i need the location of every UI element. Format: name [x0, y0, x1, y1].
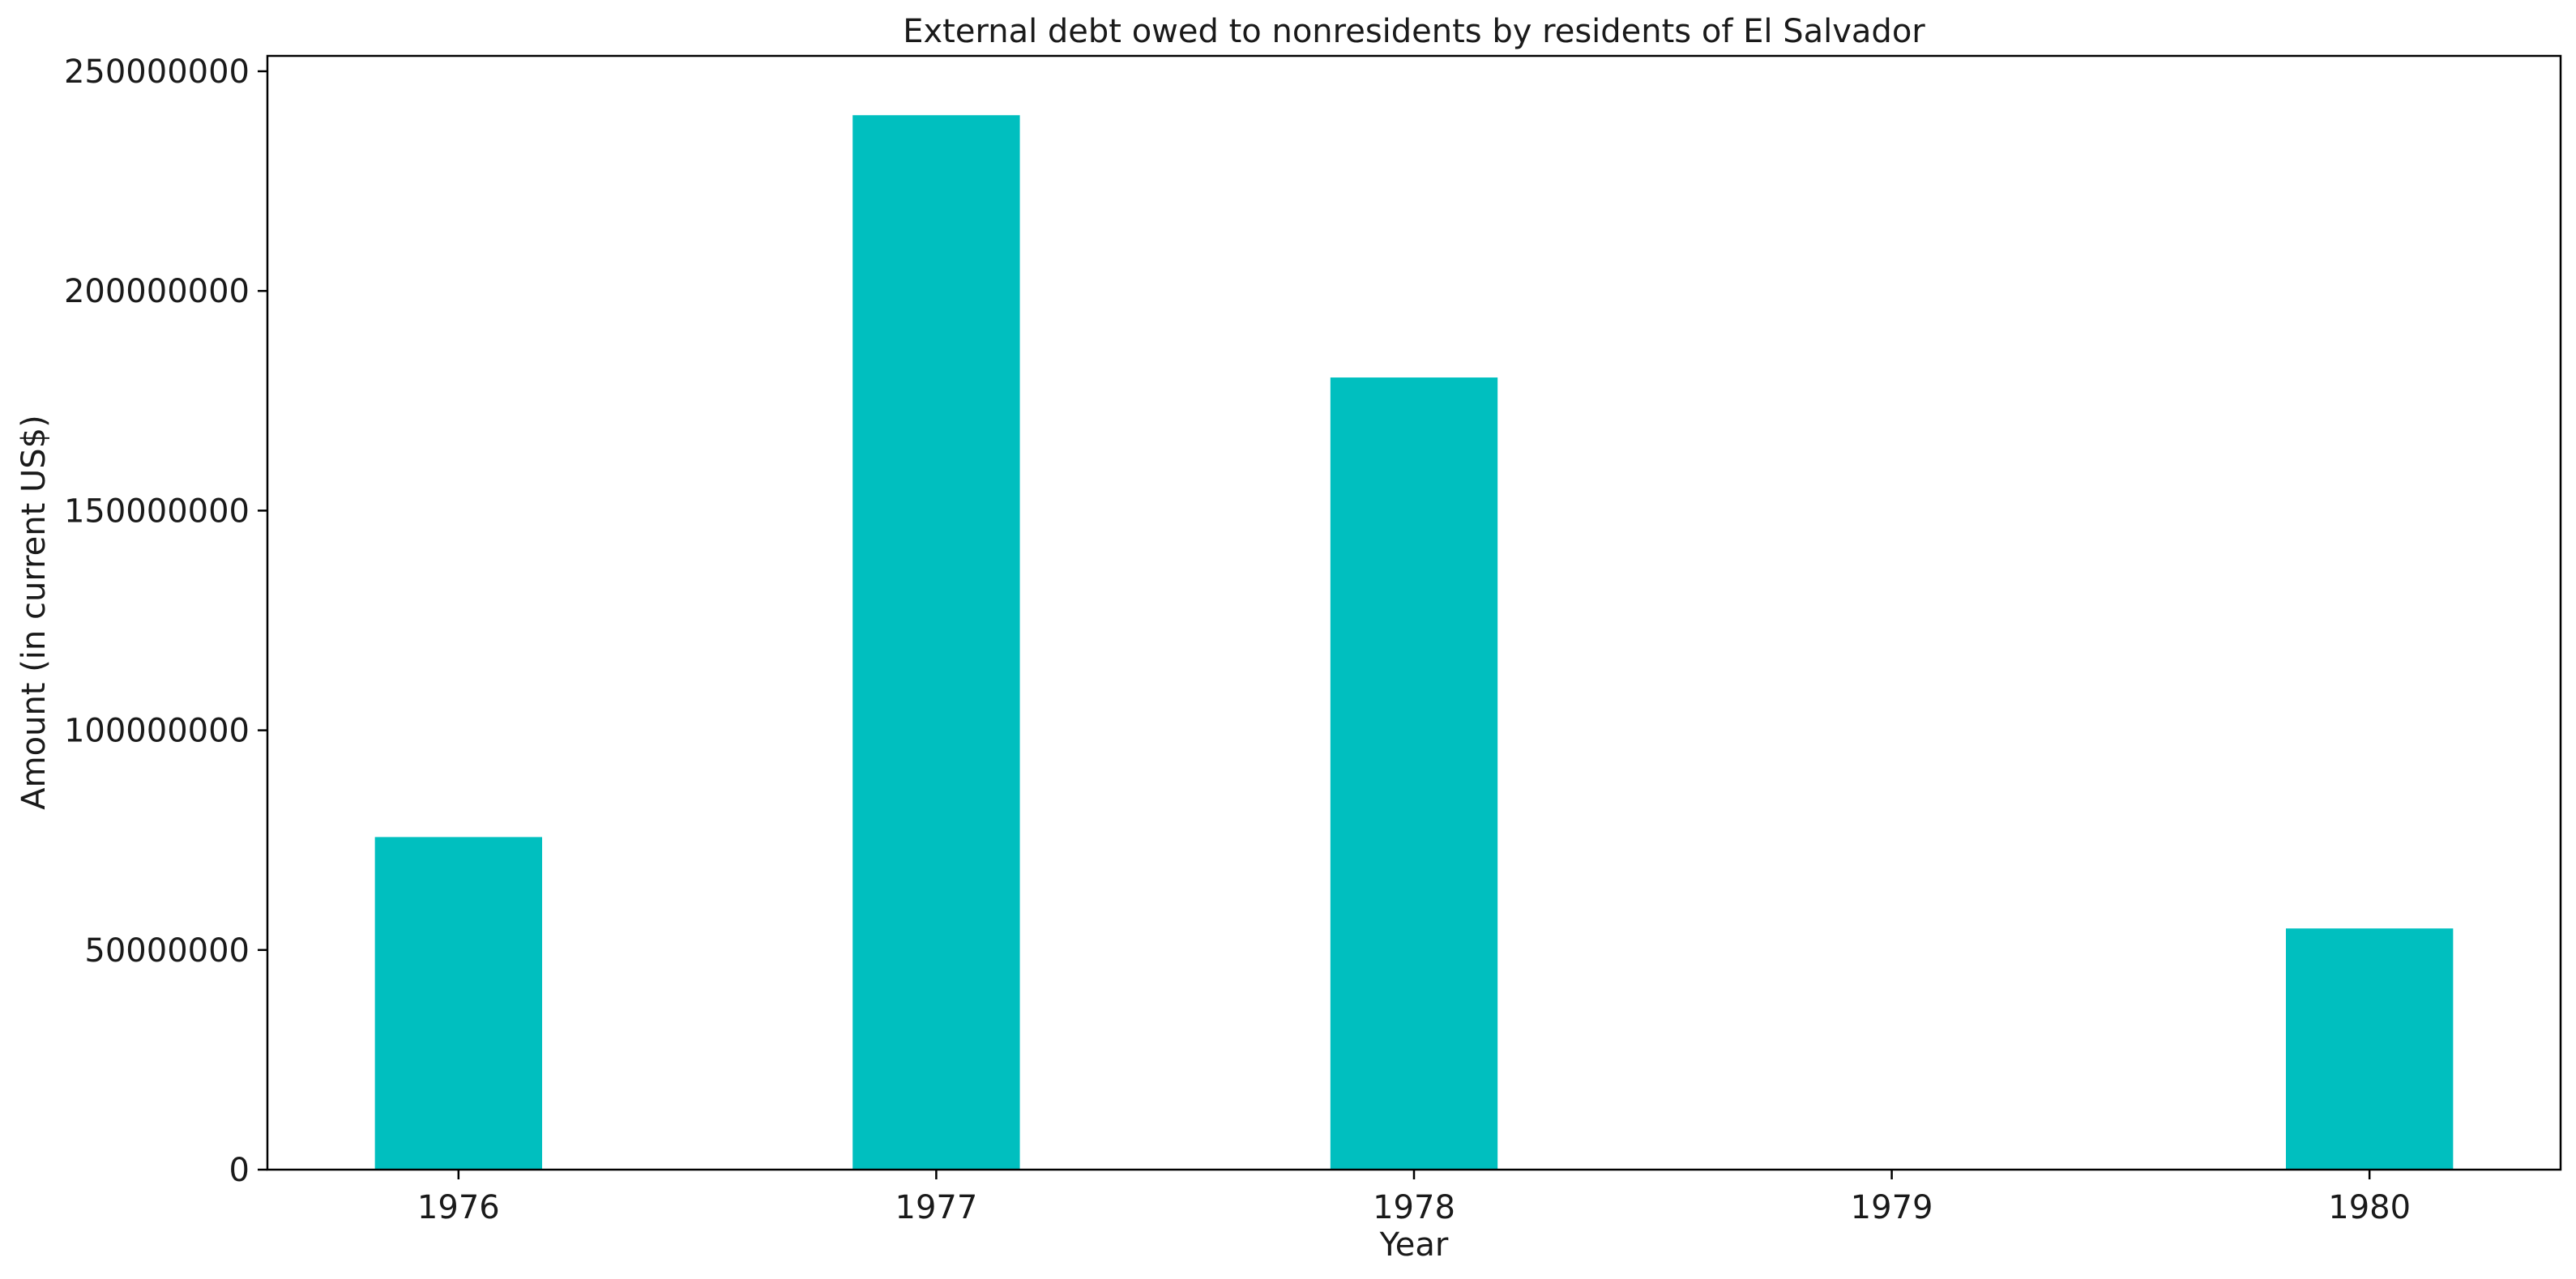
- y-tick-label: 100000000: [64, 713, 250, 750]
- x-tick-label: 1978: [1373, 1189, 1455, 1226]
- x-tick-label: 1979: [1851, 1189, 1933, 1226]
- x-tick-label: 1980: [2328, 1189, 2411, 1226]
- y-tick-label: 200000000: [64, 273, 250, 310]
- x-tick-label: 1976: [417, 1189, 500, 1226]
- y-tick-label: 50000000: [84, 932, 250, 970]
- y-tick-label: 250000000: [64, 53, 250, 91]
- x-tick-label: 1977: [895, 1189, 978, 1226]
- bars-group: [374, 115, 2454, 1170]
- bar-1980: [2285, 928, 2454, 1170]
- y-tick-label: 150000000: [64, 492, 250, 530]
- y-tick-label: 0: [229, 1152, 250, 1189]
- bar-1977: [852, 115, 1020, 1170]
- y-axis-ticks: 0 50000000 100000000 150000000 200000000 2500…: [64, 53, 267, 1189]
- x-axis-ticks: 1976 1977 1978 1979 1980: [417, 1170, 2411, 1226]
- chart-title: External debt owed to nonresidents by re…: [903, 13, 1925, 50]
- bar-1978: [1330, 377, 1498, 1170]
- bar-1976: [374, 837, 543, 1170]
- plot-frame: [266, 54, 2562, 1171]
- x-axis-label: Year: [1379, 1226, 1449, 1264]
- y-axis-label: Amount (in current US$): [15, 415, 53, 809]
